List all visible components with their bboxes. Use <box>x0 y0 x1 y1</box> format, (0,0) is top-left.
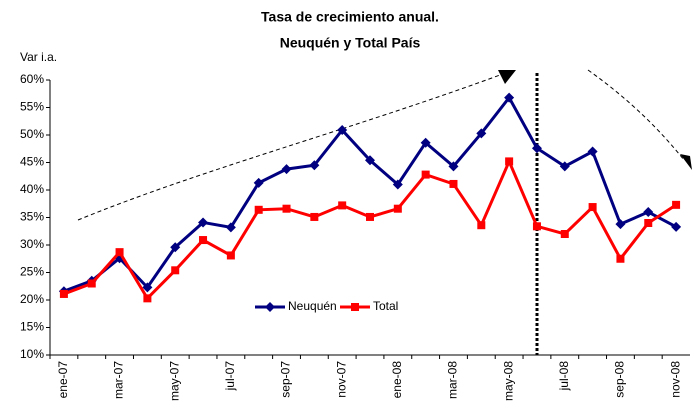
series-line <box>63 94 677 293</box>
data-point <box>616 254 625 263</box>
data-point <box>115 248 124 257</box>
data-point <box>87 279 96 288</box>
y-tick-label: 35% <box>20 210 44 224</box>
data-point <box>448 161 459 172</box>
data-point <box>392 179 403 190</box>
data-point <box>505 157 514 166</box>
trend-arrow-up <box>77 74 501 221</box>
data-point <box>114 253 125 264</box>
legend-marker <box>351 303 359 311</box>
y-tick-label: 10% <box>20 347 44 361</box>
x-tick-label: ene-08 <box>390 361 404 399</box>
x-tick-label: mar-08 <box>446 361 460 399</box>
x-tick-label: sep-07 <box>279 361 293 398</box>
data-point <box>225 222 236 233</box>
data-point <box>338 201 347 210</box>
data-point <box>198 217 209 228</box>
data-point <box>142 282 153 293</box>
data-point <box>672 200 681 209</box>
x-tick-label: nov-07 <box>334 361 348 398</box>
y-tick-label: 15% <box>20 320 44 334</box>
y-tick-label: 40% <box>20 182 44 196</box>
x-tick-label: jul-07 <box>223 361 237 392</box>
data-point <box>393 204 402 213</box>
x-tick-label: sep-08 <box>613 361 627 398</box>
data-point <box>559 161 570 172</box>
data-point <box>59 289 68 298</box>
data-point <box>282 204 291 213</box>
data-point <box>226 251 235 260</box>
x-tick-label: jul-08 <box>557 361 571 392</box>
data-point <box>170 242 181 253</box>
data-point <box>420 137 431 148</box>
data-point <box>588 203 597 212</box>
y-axis-label: Var i.a. <box>20 50 57 64</box>
x-tick-label: may-08 <box>501 361 515 401</box>
arrow-head <box>680 154 692 170</box>
data-point <box>531 143 542 154</box>
data-point <box>337 125 348 136</box>
data-point <box>421 170 430 179</box>
data-point <box>644 219 653 227</box>
y-tick-label: 30% <box>20 237 44 251</box>
data-point <box>254 205 263 214</box>
legend-label: Neuquén <box>288 299 337 313</box>
x-tick-label: ene-07 <box>56 361 70 399</box>
x-tick-label: nov-08 <box>668 361 682 398</box>
trend-arrow-down <box>587 69 685 161</box>
data-point <box>476 128 487 139</box>
y-tick-label: 55% <box>20 100 44 114</box>
data-point <box>449 179 458 188</box>
data-point <box>587 146 598 157</box>
y-tick-label: 60% <box>20 72 44 86</box>
trend-arrows <box>77 69 685 221</box>
data-point <box>615 219 626 230</box>
data-point <box>143 294 152 303</box>
data-point <box>643 207 654 217</box>
chart-subtitle: Neuquén y Total País <box>280 35 421 51</box>
data-point <box>199 236 208 245</box>
data-point <box>253 177 264 188</box>
legend-label: Total <box>373 299 398 313</box>
y-tick-label: 50% <box>20 127 44 141</box>
data-point <box>310 212 319 221</box>
chart-title: Tasa de crecimiento anual. <box>261 9 439 25</box>
data-point <box>671 221 682 232</box>
data-point <box>477 221 486 230</box>
y-tick-label: 25% <box>20 265 44 279</box>
y-tick-label: 45% <box>20 155 44 169</box>
y-tick-label: 20% <box>20 292 44 306</box>
data-point <box>532 222 541 231</box>
x-tick-label: mar-07 <box>112 361 126 399</box>
data-point <box>309 160 320 171</box>
data-point <box>365 155 375 166</box>
data-point <box>504 92 515 103</box>
data-point <box>560 230 569 238</box>
data-point <box>281 164 292 175</box>
data-point <box>366 212 374 221</box>
data-point <box>171 266 180 275</box>
arrow-head <box>498 70 516 84</box>
x-tick-label: may-07 <box>167 361 181 401</box>
legend-marker <box>265 302 275 312</box>
